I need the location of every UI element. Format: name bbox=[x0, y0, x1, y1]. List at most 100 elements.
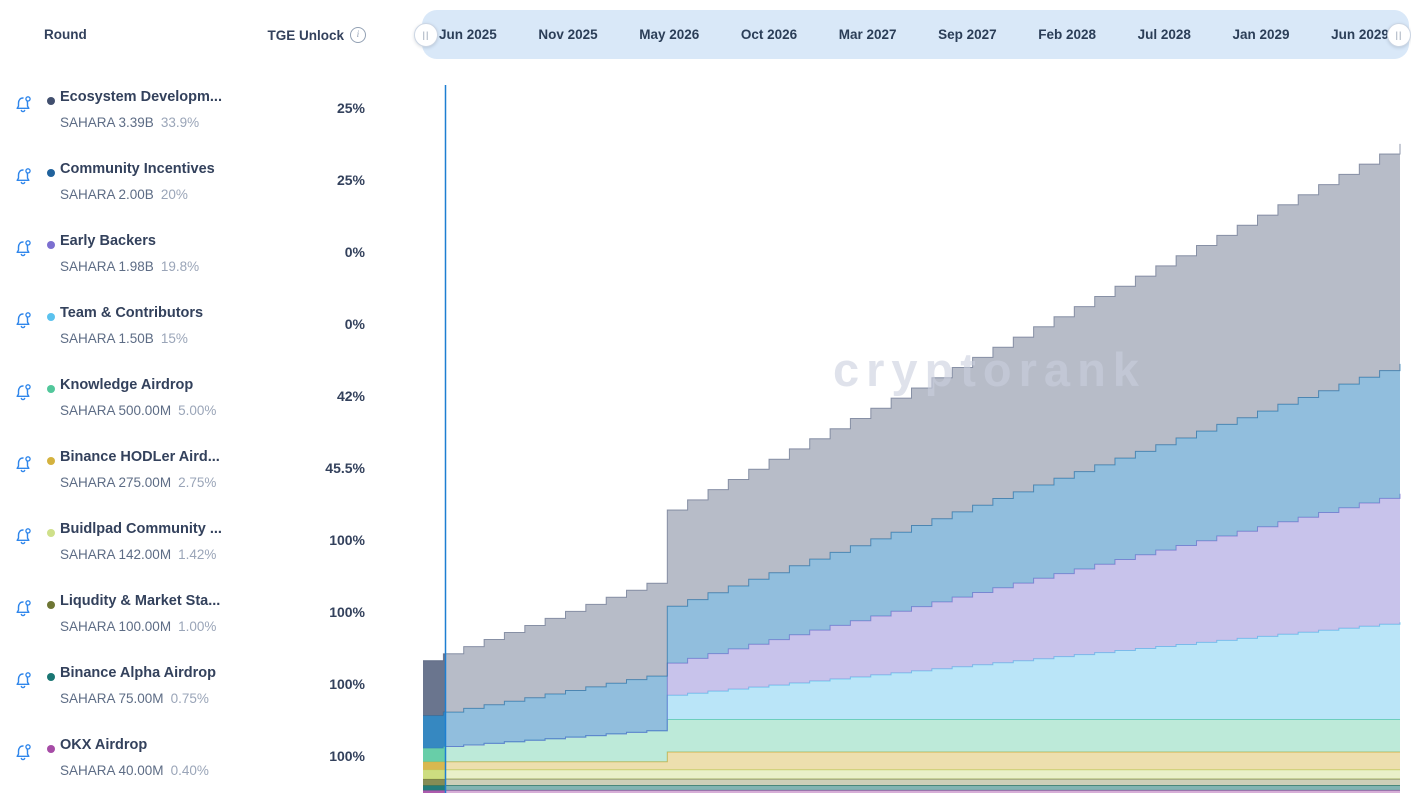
round-name: Ecosystem Developm... bbox=[60, 89, 222, 105]
timeline-slider[interactable]: Jun 2025 Nov 2025 May 2026 Oct 2026 Mar 2027… bbox=[414, 10, 1411, 59]
slider-handle-left[interactable]: || bbox=[414, 23, 438, 47]
round-amount: SAHARA 1.98B bbox=[60, 259, 154, 274]
allocation-row[interactable]: OKX Airdrop SAHARA 40.00M 0.40% 100% bbox=[0, 733, 420, 805]
timeline-tick-label: Jun 2029 bbox=[1331, 27, 1389, 42]
round-supply-pct: 2.75% bbox=[178, 475, 217, 490]
notification-bell-icon[interactable] bbox=[13, 166, 33, 187]
allocation-row[interactable]: Ecosystem Developm... SAHARA 3.39B 33.9% 25… bbox=[0, 85, 420, 157]
rounds-panel: Round TGE Unlock i Ecosystem Developm...… bbox=[0, 0, 420, 807]
round-amount: SAHARA 75.00M bbox=[60, 691, 164, 706]
allocation-row[interactable]: Team & Contributors SAHARA 1.50B 15% 0% bbox=[0, 301, 420, 373]
allocation-row[interactable]: Buidlpad Community ... SAHARA 142.00M 1.42… bbox=[0, 517, 420, 589]
area-OKX Airdrop bbox=[423, 790, 1400, 793]
round-tge-unlock-value: 100% bbox=[329, 748, 365, 764]
round-tge-unlock-value: 100% bbox=[329, 532, 365, 548]
round-tge-unlock-value: 100% bbox=[329, 604, 365, 620]
round-amount: SAHARA 3.39B bbox=[60, 115, 154, 130]
series-color-dot bbox=[47, 169, 55, 177]
allocation-row[interactable]: Binance Alpha Airdrop SAHARA 75.00M 0.75% 1… bbox=[0, 661, 420, 733]
notification-bell-icon[interactable] bbox=[13, 598, 33, 619]
round-supply-pct: 1.42% bbox=[178, 547, 217, 562]
round-amount: SAHARA 142.00M bbox=[60, 547, 172, 562]
column-header-round: Round bbox=[44, 27, 87, 42]
notification-bell-icon[interactable] bbox=[13, 742, 33, 763]
round-amount: SAHARA 275.00M bbox=[60, 475, 172, 490]
notification-bell-icon[interactable] bbox=[13, 454, 33, 475]
round-name: Liqudity & Market Sta... bbox=[60, 593, 221, 609]
series-color-dot bbox=[47, 385, 55, 393]
round-tge-unlock-value: 0% bbox=[344, 316, 365, 332]
timeline-labels: Jun 2025 Nov 2025 May 2026 Oct 2026 Mar 2027… bbox=[422, 10, 1409, 59]
round-tge-unlock-value: 25% bbox=[336, 100, 365, 116]
round-supply-pct: 0.40% bbox=[170, 763, 209, 778]
allocation-row[interactable]: Knowledge Airdrop SAHARA 500.00M 5.00% 42% bbox=[0, 373, 420, 445]
info-icon[interactable]: i bbox=[350, 27, 366, 43]
round-amount: SAHARA 100.00M bbox=[60, 619, 172, 634]
notification-bell-icon[interactable] bbox=[13, 238, 33, 259]
series-color-dot bbox=[47, 673, 55, 681]
round-supply-pct: 5.00% bbox=[178, 403, 217, 418]
timeline-tick-label: Nov 2025 bbox=[538, 27, 598, 42]
round-amount: SAHARA 500.00M bbox=[60, 403, 172, 418]
allocation-row[interactable]: Binance HODLer Aird... SAHARA 275.00M 2.75… bbox=[0, 445, 420, 517]
area-Buidlpad Community ... bbox=[423, 769, 1400, 779]
round-amount: SAHARA 2.00B bbox=[60, 187, 154, 202]
series-color-dot bbox=[47, 457, 55, 465]
round-amount: SAHARA 1.50B bbox=[60, 331, 154, 346]
series-color-dot bbox=[47, 745, 55, 753]
series-color-dot bbox=[47, 313, 55, 321]
round-name: Team & Contributors bbox=[60, 305, 204, 321]
round-supply-pct: 1.00% bbox=[178, 619, 217, 634]
round-name: Early Backers bbox=[60, 233, 156, 249]
round-name: Knowledge Airdrop bbox=[60, 377, 194, 393]
area-Binance Alpha Airdrop bbox=[423, 785, 1400, 791]
column-header-tge-unlock: TGE Unlock i bbox=[240, 27, 366, 43]
timeline-tick-label: Jan 2029 bbox=[1232, 27, 1290, 42]
round-name: Buidlpad Community ... bbox=[60, 521, 222, 537]
timeline-tick-label: Jun 2025 bbox=[439, 27, 497, 42]
round-supply-pct: 20% bbox=[160, 187, 188, 202]
timeline-tick-label: Jul 2028 bbox=[1137, 27, 1191, 42]
round-name: Binance HODLer Aird... bbox=[60, 449, 220, 465]
round-supply-pct: 15% bbox=[160, 331, 188, 346]
allocation-row[interactable]: Community Incentives SAHARA 2.00B 20% 25% bbox=[0, 157, 420, 229]
round-tge-unlock-value: 45.5% bbox=[325, 460, 365, 476]
allocation-row[interactable]: Early Backers SAHARA 1.98B 19.8% 0% bbox=[0, 229, 420, 301]
timeline-tick-label: Sep 2027 bbox=[938, 27, 997, 42]
area-Community Incentives bbox=[423, 363, 1400, 749]
round-tge-unlock-value: 42% bbox=[336, 388, 365, 404]
round-supply-pct: 0.75% bbox=[170, 691, 209, 706]
timeline-tick-label: Mar 2027 bbox=[838, 27, 897, 42]
round-supply-pct: 33.9% bbox=[160, 115, 200, 130]
round-tge-unlock-value: 100% bbox=[329, 676, 365, 692]
area-Early Backers bbox=[423, 493, 1400, 749]
round-name: Community Incentives bbox=[60, 161, 215, 177]
rounds-list: Ecosystem Developm... SAHARA 3.39B 33.9% 25… bbox=[0, 85, 420, 807]
series-color-dot bbox=[47, 601, 55, 609]
slider-handle-right[interactable]: || bbox=[1387, 23, 1411, 47]
allocation-row[interactable]: Liqudity & Market Sta... SAHARA 100.00M 1.… bbox=[0, 589, 420, 661]
watermark: cryptorank bbox=[833, 343, 1146, 396]
timeline-tick-label: May 2026 bbox=[639, 27, 700, 42]
area-Team & Contributors bbox=[423, 622, 1400, 749]
series-color-dot bbox=[47, 97, 55, 105]
area-Knowledge Airdrop bbox=[423, 719, 1400, 762]
area-Ecosystem Developm... bbox=[423, 143, 1400, 716]
round-amount: SAHARA 40.00M bbox=[60, 763, 164, 778]
timeline-tick-label: Feb 2028 bbox=[1038, 27, 1097, 42]
notification-bell-icon[interactable] bbox=[13, 94, 33, 115]
notification-bell-icon[interactable] bbox=[13, 310, 33, 331]
past-unlock-areas bbox=[423, 653, 446, 793]
round-tge-unlock-value: 25% bbox=[336, 172, 365, 188]
round-tge-unlock-value: 0% bbox=[344, 244, 365, 260]
timeline-tick-label: Oct 2026 bbox=[740, 27, 798, 42]
series-color-dot bbox=[47, 529, 55, 537]
notification-bell-icon[interactable] bbox=[13, 382, 33, 403]
series-color-dot bbox=[47, 241, 55, 249]
tge-unlock-label: TGE Unlock bbox=[267, 27, 344, 43]
notification-bell-icon[interactable] bbox=[13, 670, 33, 691]
notification-bell-icon[interactable] bbox=[13, 526, 33, 547]
area-Liqudity & Market Sta... bbox=[423, 779, 1400, 786]
